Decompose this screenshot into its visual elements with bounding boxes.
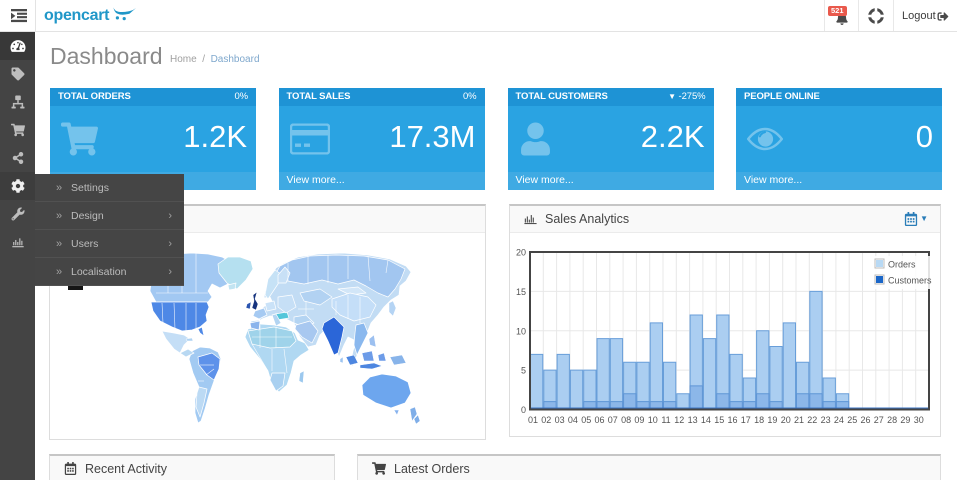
svg-text:18: 18 bbox=[754, 415, 764, 425]
svg-text:25: 25 bbox=[847, 415, 857, 425]
svg-text:0: 0 bbox=[521, 405, 526, 415]
svg-text:15: 15 bbox=[714, 415, 724, 425]
svg-text:08: 08 bbox=[621, 415, 631, 425]
svg-text:20: 20 bbox=[516, 248, 526, 258]
svg-text:Customers: Customers bbox=[888, 276, 932, 286]
svg-text:11: 11 bbox=[661, 415, 670, 425]
svg-text:Orders: Orders bbox=[888, 260, 916, 270]
svg-text:10: 10 bbox=[516, 326, 526, 336]
svg-text:06: 06 bbox=[594, 415, 604, 425]
svg-text:30: 30 bbox=[914, 415, 924, 425]
svg-text:01: 01 bbox=[528, 415, 538, 425]
svg-text:02: 02 bbox=[541, 415, 551, 425]
svg-text:15: 15 bbox=[516, 287, 526, 297]
svg-text:29: 29 bbox=[900, 415, 910, 425]
svg-text:5: 5 bbox=[521, 366, 526, 376]
svg-text:04: 04 bbox=[568, 415, 578, 425]
svg-text:24: 24 bbox=[834, 415, 844, 425]
svg-text:05: 05 bbox=[581, 415, 591, 425]
svg-text:12: 12 bbox=[674, 415, 684, 425]
svg-text:27: 27 bbox=[874, 415, 884, 425]
svg-text:09: 09 bbox=[634, 415, 644, 425]
svg-text:26: 26 bbox=[860, 415, 870, 425]
svg-text:17: 17 bbox=[741, 415, 751, 425]
svg-text:23: 23 bbox=[821, 415, 831, 425]
svg-text:14: 14 bbox=[701, 415, 711, 425]
svg-text:20: 20 bbox=[781, 415, 791, 425]
svg-text:03: 03 bbox=[555, 415, 565, 425]
svg-text:21: 21 bbox=[794, 415, 804, 425]
svg-text:22: 22 bbox=[807, 415, 817, 425]
svg-text:16: 16 bbox=[727, 415, 737, 425]
svg-text:28: 28 bbox=[887, 415, 897, 425]
svg-text:13: 13 bbox=[688, 415, 698, 425]
svg-text:07: 07 bbox=[608, 415, 618, 425]
svg-text:19: 19 bbox=[767, 415, 777, 425]
svg-text:10: 10 bbox=[648, 415, 658, 425]
